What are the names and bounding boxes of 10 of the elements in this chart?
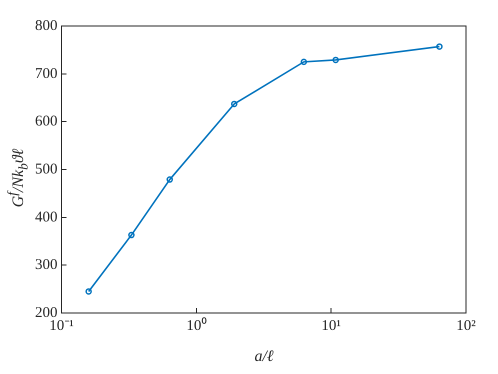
x-tick-label: 10⁰ [186,316,206,334]
x-tick-label: 10¹ [321,318,341,334]
y-tick-label: 800 [35,18,58,34]
x-axis-title: a/ℓ [253,348,275,366]
y-tick-label: 700 [35,66,58,82]
y-tick-label: 400 [35,209,58,226]
x-tick-label: 10² [456,318,476,334]
y-tick-label: 300 [35,257,58,274]
y-tick-label: 600 [35,114,58,130]
y-tick-label: 500 [35,161,58,178]
